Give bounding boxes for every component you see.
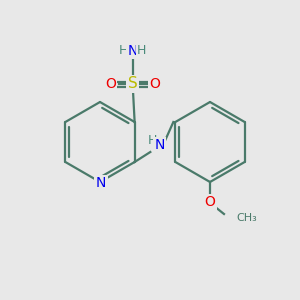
Text: O: O (205, 195, 215, 209)
Text: H: H (119, 44, 128, 58)
Text: O: O (105, 77, 116, 91)
Text: H: H (137, 44, 146, 58)
Text: S: S (128, 76, 137, 92)
Text: N: N (128, 44, 138, 58)
Text: H: H (148, 134, 157, 146)
Text: CH₃: CH₃ (236, 213, 257, 223)
Text: N: N (154, 138, 164, 152)
Text: O: O (149, 77, 160, 91)
Text: N: N (96, 176, 106, 190)
